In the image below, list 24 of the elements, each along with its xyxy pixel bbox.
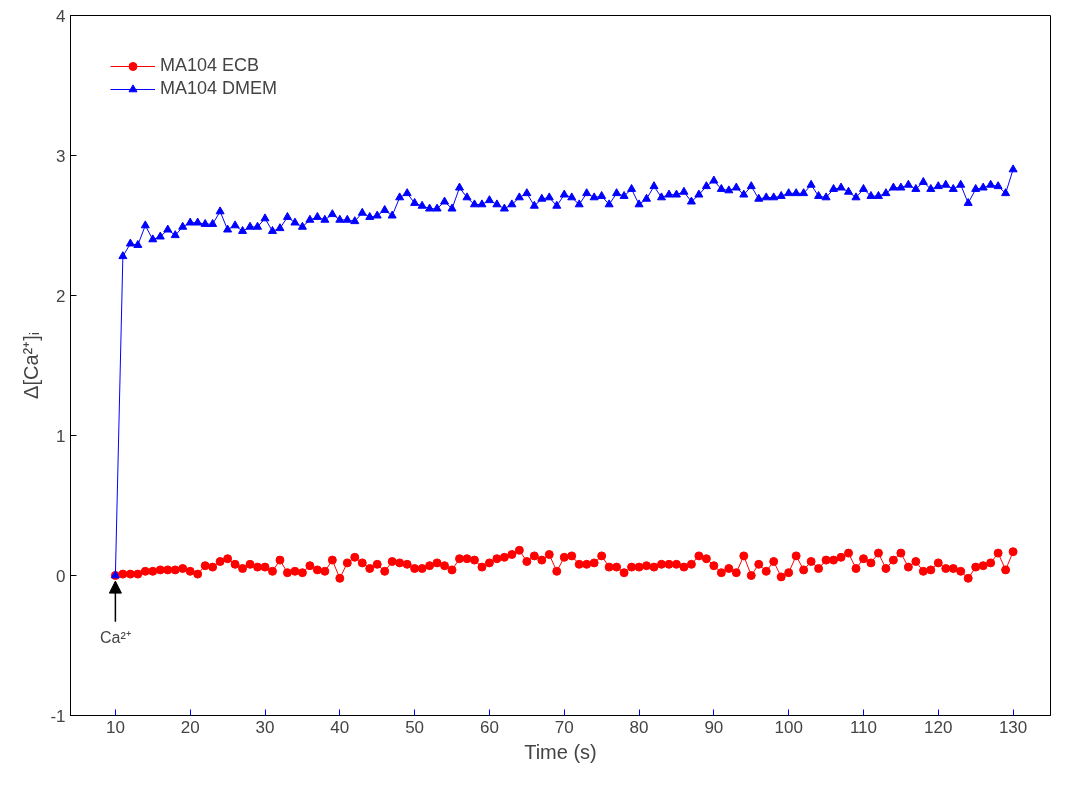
x-tick-label: 40 xyxy=(330,717,350,737)
x-tick-label: 20 xyxy=(180,717,200,737)
x-tick-label: 60 xyxy=(479,717,499,737)
y-tick-label: 3 xyxy=(56,146,66,166)
x-tick-label: 130 xyxy=(998,717,1028,737)
x-tick-label: 10 xyxy=(105,717,125,737)
x-tick-label: 110 xyxy=(849,717,878,737)
x-tick-label: 90 xyxy=(704,717,724,737)
y-tick-label: -1 xyxy=(50,706,66,726)
annotation: Ca²⁺ xyxy=(99,628,131,646)
x-tick-label: 80 xyxy=(629,717,649,737)
y-tick-label: 1 xyxy=(56,426,66,446)
y-tick-label: 4 xyxy=(56,6,66,26)
y-tick-label: 2 xyxy=(56,286,66,306)
x-tick-label: 30 xyxy=(255,717,275,737)
x-axis-title: Time (s) xyxy=(524,740,597,763)
x-tick-label: 100 xyxy=(774,717,803,737)
y-tick-label: 0 xyxy=(56,566,66,586)
legend-label: MA104 ECB xyxy=(160,55,260,76)
x-tick-label: 50 xyxy=(405,717,425,737)
x-tick-label: 70 xyxy=(554,717,574,737)
y-axis-title: Δ[Ca²⁺]ᵢ xyxy=(20,332,43,399)
x-tick-label: 120 xyxy=(924,717,953,737)
legend-label: MA104 DMEM xyxy=(160,78,278,99)
